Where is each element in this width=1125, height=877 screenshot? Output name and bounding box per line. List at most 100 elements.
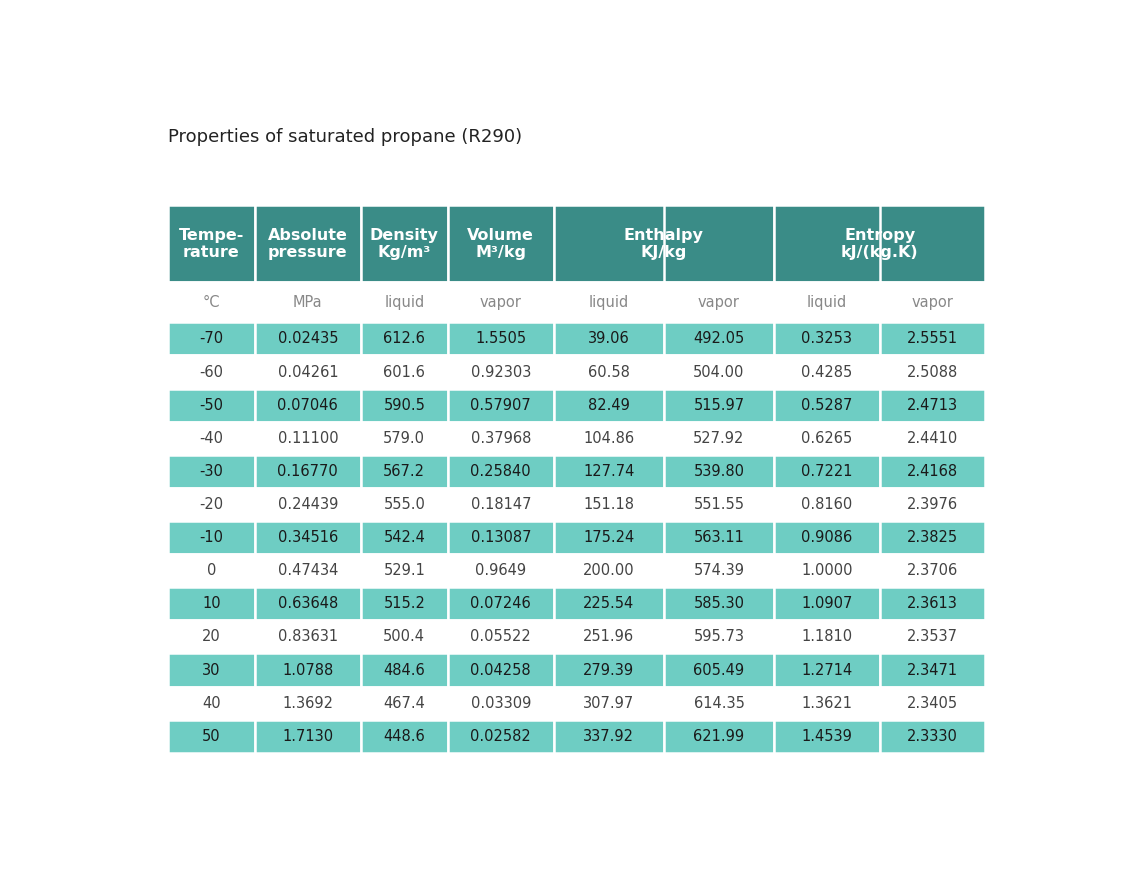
Bar (361, 455, 448, 488)
Bar (774, 422, 880, 455)
Text: 0.03309: 0.03309 (470, 695, 531, 710)
Text: 0.5287: 0.5287 (801, 397, 853, 413)
Text: 539.80: 539.80 (693, 464, 745, 479)
Bar (774, 282, 880, 323)
Text: 20: 20 (202, 630, 220, 645)
Text: 0.4285: 0.4285 (801, 365, 853, 380)
Bar (361, 389, 448, 422)
Bar (880, 389, 986, 422)
Text: MPa: MPa (292, 295, 323, 310)
Text: 2.5088: 2.5088 (907, 365, 958, 380)
Bar (880, 554, 986, 588)
Text: 1.3692: 1.3692 (282, 695, 333, 710)
Bar (255, 422, 361, 455)
Bar (554, 355, 664, 389)
Text: 595.73: 595.73 (693, 630, 745, 645)
Bar (880, 588, 986, 620)
Bar (255, 282, 361, 323)
Text: 448.6: 448.6 (384, 729, 425, 744)
Bar (255, 323, 361, 355)
Text: 0.9086: 0.9086 (801, 530, 853, 545)
Bar (664, 389, 774, 422)
Bar (774, 687, 880, 720)
Text: 337.92: 337.92 (583, 729, 634, 744)
Text: 2.5551: 2.5551 (907, 332, 958, 346)
Bar (554, 554, 664, 588)
Bar (880, 521, 986, 554)
Text: 500.4: 500.4 (384, 630, 425, 645)
Bar (880, 488, 986, 521)
Bar (168, 588, 255, 620)
Text: vapor: vapor (911, 295, 954, 310)
Text: 30: 30 (202, 662, 220, 678)
Bar (448, 422, 554, 455)
Text: 612.6: 612.6 (384, 332, 425, 346)
Text: -30: -30 (199, 464, 224, 479)
Bar (554, 687, 664, 720)
Bar (664, 455, 774, 488)
Bar (361, 653, 448, 687)
Bar (168, 422, 255, 455)
Bar (554, 720, 664, 752)
Text: 251.96: 251.96 (583, 630, 634, 645)
Bar (448, 323, 554, 355)
Bar (664, 422, 774, 455)
Text: 2.3471: 2.3471 (907, 662, 958, 678)
Bar (361, 687, 448, 720)
Bar (168, 205, 255, 282)
Bar (554, 282, 664, 323)
Bar (554, 389, 664, 422)
Bar (774, 355, 880, 389)
Text: Properties of saturated propane (R290): Properties of saturated propane (R290) (168, 128, 522, 146)
Text: 279.39: 279.39 (583, 662, 634, 678)
Bar (448, 687, 554, 720)
Text: -50: -50 (199, 397, 224, 413)
Bar (664, 323, 774, 355)
Text: 0.92303: 0.92303 (470, 365, 531, 380)
Text: 2.3330: 2.3330 (907, 729, 958, 744)
Bar (774, 620, 880, 653)
Text: 574.39: 574.39 (693, 563, 745, 578)
Bar (168, 488, 255, 521)
Bar (448, 620, 554, 653)
Bar (448, 720, 554, 752)
Bar (880, 455, 986, 488)
Bar (448, 554, 554, 588)
Bar (664, 620, 774, 653)
Bar (255, 620, 361, 653)
Bar (448, 488, 554, 521)
Bar (664, 488, 774, 521)
Text: 605.49: 605.49 (693, 662, 745, 678)
Bar (774, 488, 880, 521)
Bar (774, 205, 986, 282)
Text: 225.54: 225.54 (583, 596, 634, 611)
Text: 1.1810: 1.1810 (801, 630, 853, 645)
Bar (448, 588, 554, 620)
Text: 504.00: 504.00 (693, 365, 745, 380)
Text: 200.00: 200.00 (583, 563, 634, 578)
Text: 50: 50 (202, 729, 220, 744)
Text: 1.0907: 1.0907 (801, 596, 853, 611)
Text: 2.3405: 2.3405 (907, 695, 958, 710)
Text: -70: -70 (199, 332, 224, 346)
Text: 0.07246: 0.07246 (470, 596, 531, 611)
Bar (168, 389, 255, 422)
Text: 2.4410: 2.4410 (907, 431, 958, 446)
Bar (361, 422, 448, 455)
Text: 0.83631: 0.83631 (278, 630, 338, 645)
Text: 527.92: 527.92 (693, 431, 745, 446)
Text: 0.34516: 0.34516 (278, 530, 338, 545)
Bar (361, 620, 448, 653)
Text: Density
Kg/m³: Density Kg/m³ (370, 228, 439, 260)
Bar (774, 554, 880, 588)
Text: 0.18147: 0.18147 (470, 497, 531, 512)
Bar (880, 687, 986, 720)
Bar (168, 687, 255, 720)
Text: 567.2: 567.2 (384, 464, 425, 479)
Bar (664, 588, 774, 620)
Bar (361, 355, 448, 389)
Text: 1.0000: 1.0000 (801, 563, 853, 578)
Bar (361, 488, 448, 521)
Bar (255, 455, 361, 488)
Bar (664, 521, 774, 554)
